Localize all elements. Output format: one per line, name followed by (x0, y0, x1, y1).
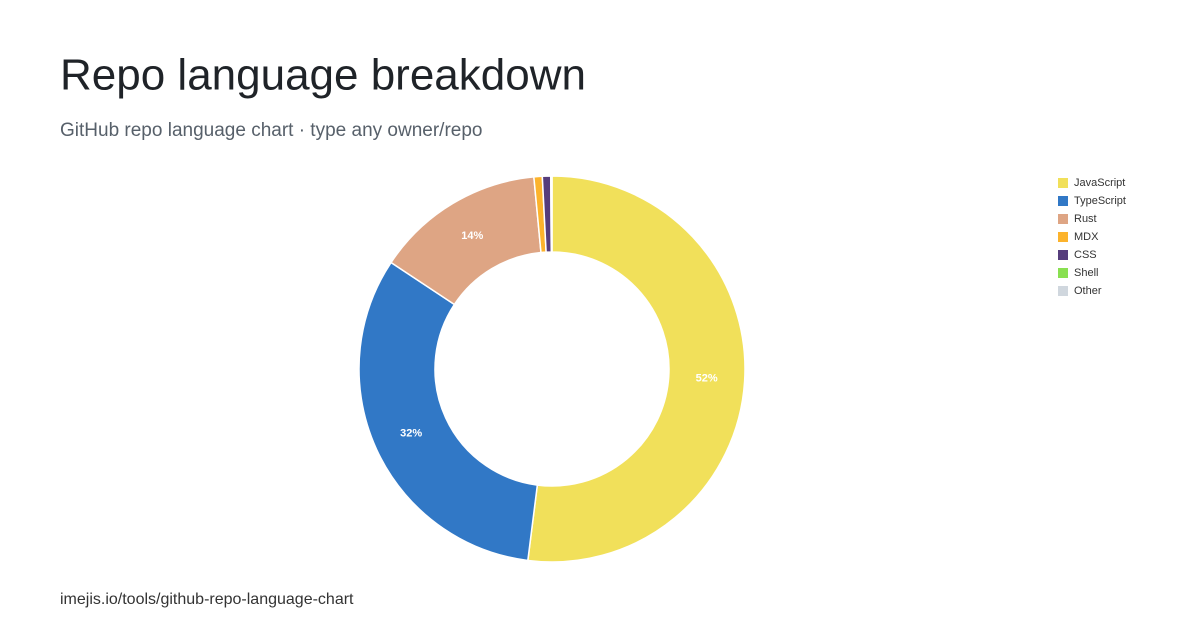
wedge (526, 175, 746, 563)
legend-swatch (1058, 214, 1068, 224)
legend-label: Other (1074, 285, 1102, 297)
wedge (550, 175, 553, 253)
legend-label: Rust (1074, 213, 1097, 225)
legend-label: TypeScript (1074, 195, 1126, 207)
legend-swatch (1058, 286, 1068, 296)
wedge (358, 261, 539, 562)
data-label: 52% (696, 373, 718, 385)
legend-label: JavaScript (1074, 177, 1125, 189)
subtitle: GitHub repo language chart · type any ow… (60, 120, 482, 141)
legend-label: CSS (1074, 249, 1097, 261)
legend-swatch (1058, 232, 1068, 242)
legend-swatch (1058, 268, 1068, 278)
legend-swatch (1058, 250, 1068, 260)
data-label: 14% (461, 230, 483, 242)
legend-swatch (1058, 196, 1068, 206)
legend-label: MDX (1074, 231, 1099, 243)
legend-label: Shell (1074, 267, 1098, 279)
title: Repo language breakdown (60, 51, 586, 100)
data-label: 32% (400, 428, 422, 440)
legend-swatch (1058, 178, 1068, 188)
footer-url: imejis.io/tools/github-repo-language-cha… (60, 591, 354, 608)
